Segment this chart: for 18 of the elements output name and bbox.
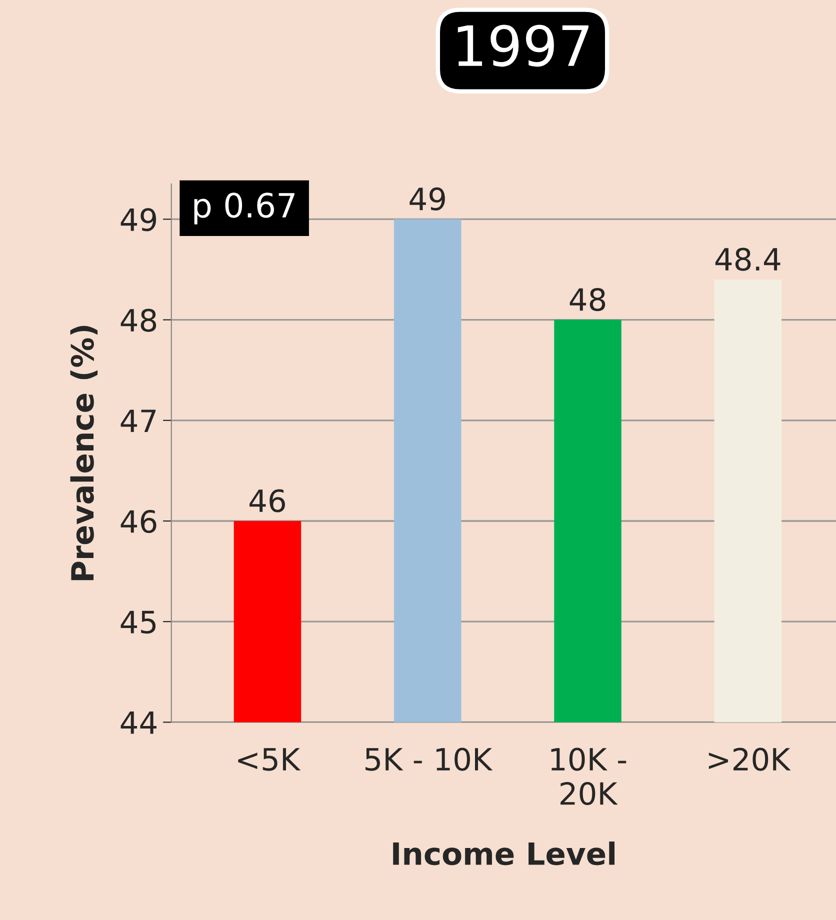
- x-tick-label: >20K: [708, 748, 791, 771]
- y-tick-label: 49: [120, 208, 156, 232]
- data-label: 46: [250, 489, 285, 512]
- chart-title: 1997: [458, 24, 588, 67]
- x-axis-title: Income Level: [393, 842, 614, 866]
- x-tick-label: 5K - 10K: [366, 748, 493, 771]
- x-tick-label: <5K: [238, 748, 301, 771]
- y-tick-label: 44: [120, 712, 156, 734]
- y-axis-title: Prevalence (%): [70, 326, 98, 580]
- y-tick-label: 46: [120, 510, 156, 534]
- y-tick-label: 47: [120, 410, 156, 432]
- y-tick-label: 45: [120, 610, 156, 634]
- x-tick-label: 10K - 20K: [551, 748, 626, 806]
- annotation: p 0.67: [194, 192, 294, 224]
- data-label: 48: [570, 288, 606, 312]
- data-label: 49: [410, 187, 445, 211]
- y-tick-label: 48: [120, 308, 156, 332]
- data-label: 48.4: [715, 248, 780, 271]
